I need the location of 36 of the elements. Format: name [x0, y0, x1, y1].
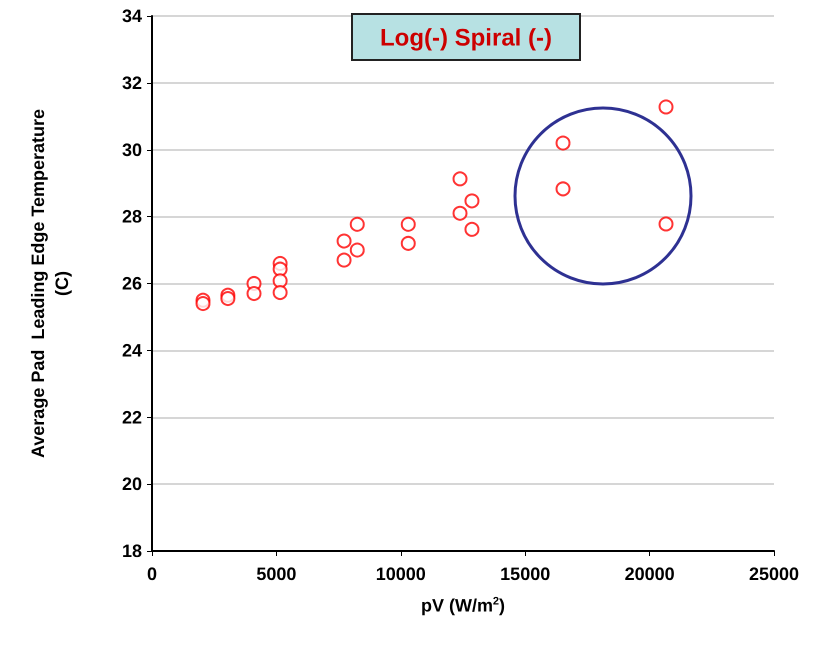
y-tick-label: 22 [122, 407, 142, 428]
x-tick-label: 25000 [748, 564, 800, 584]
y-axis-title: Average Pad Leading Edge Temperature (C) [28, 108, 72, 458]
point [272, 285, 288, 300]
point [400, 216, 416, 232]
y-tick-label: 28 [122, 206, 142, 227]
point [336, 234, 352, 249]
point [246, 286, 262, 302]
y-tick-label: 34 [122, 6, 142, 26]
point [452, 171, 468, 186]
y-tick-label: 20 [122, 474, 142, 494]
point [658, 99, 674, 114]
point [196, 296, 211, 312]
point [464, 193, 480, 208]
point [658, 216, 674, 232]
point [556, 181, 571, 196]
y-tick-label: 18 [122, 541, 142, 561]
point [336, 252, 352, 268]
point [350, 242, 365, 258]
point [452, 206, 468, 221]
point [556, 136, 571, 151]
point [220, 291, 236, 306]
x-tick-label: 15000 [500, 564, 550, 584]
point [464, 222, 480, 237]
y-tick-label: 24 [122, 340, 142, 360]
y-tick-label: 32 [122, 72, 142, 93]
y-tick-label: 26 [122, 274, 142, 294]
point [400, 236, 416, 251]
chart-title: Log(-) Spiral (-) [380, 24, 552, 52]
x-tick-label: 5000 [256, 564, 296, 584]
x-tick-label: 20000 [624, 564, 675, 584]
point [272, 262, 288, 277]
y-tick-label: 30 [122, 140, 142, 160]
x-tick-label: 10000 [376, 564, 426, 584]
x-tick-label: 0 [146, 564, 158, 584]
point [350, 216, 365, 232]
